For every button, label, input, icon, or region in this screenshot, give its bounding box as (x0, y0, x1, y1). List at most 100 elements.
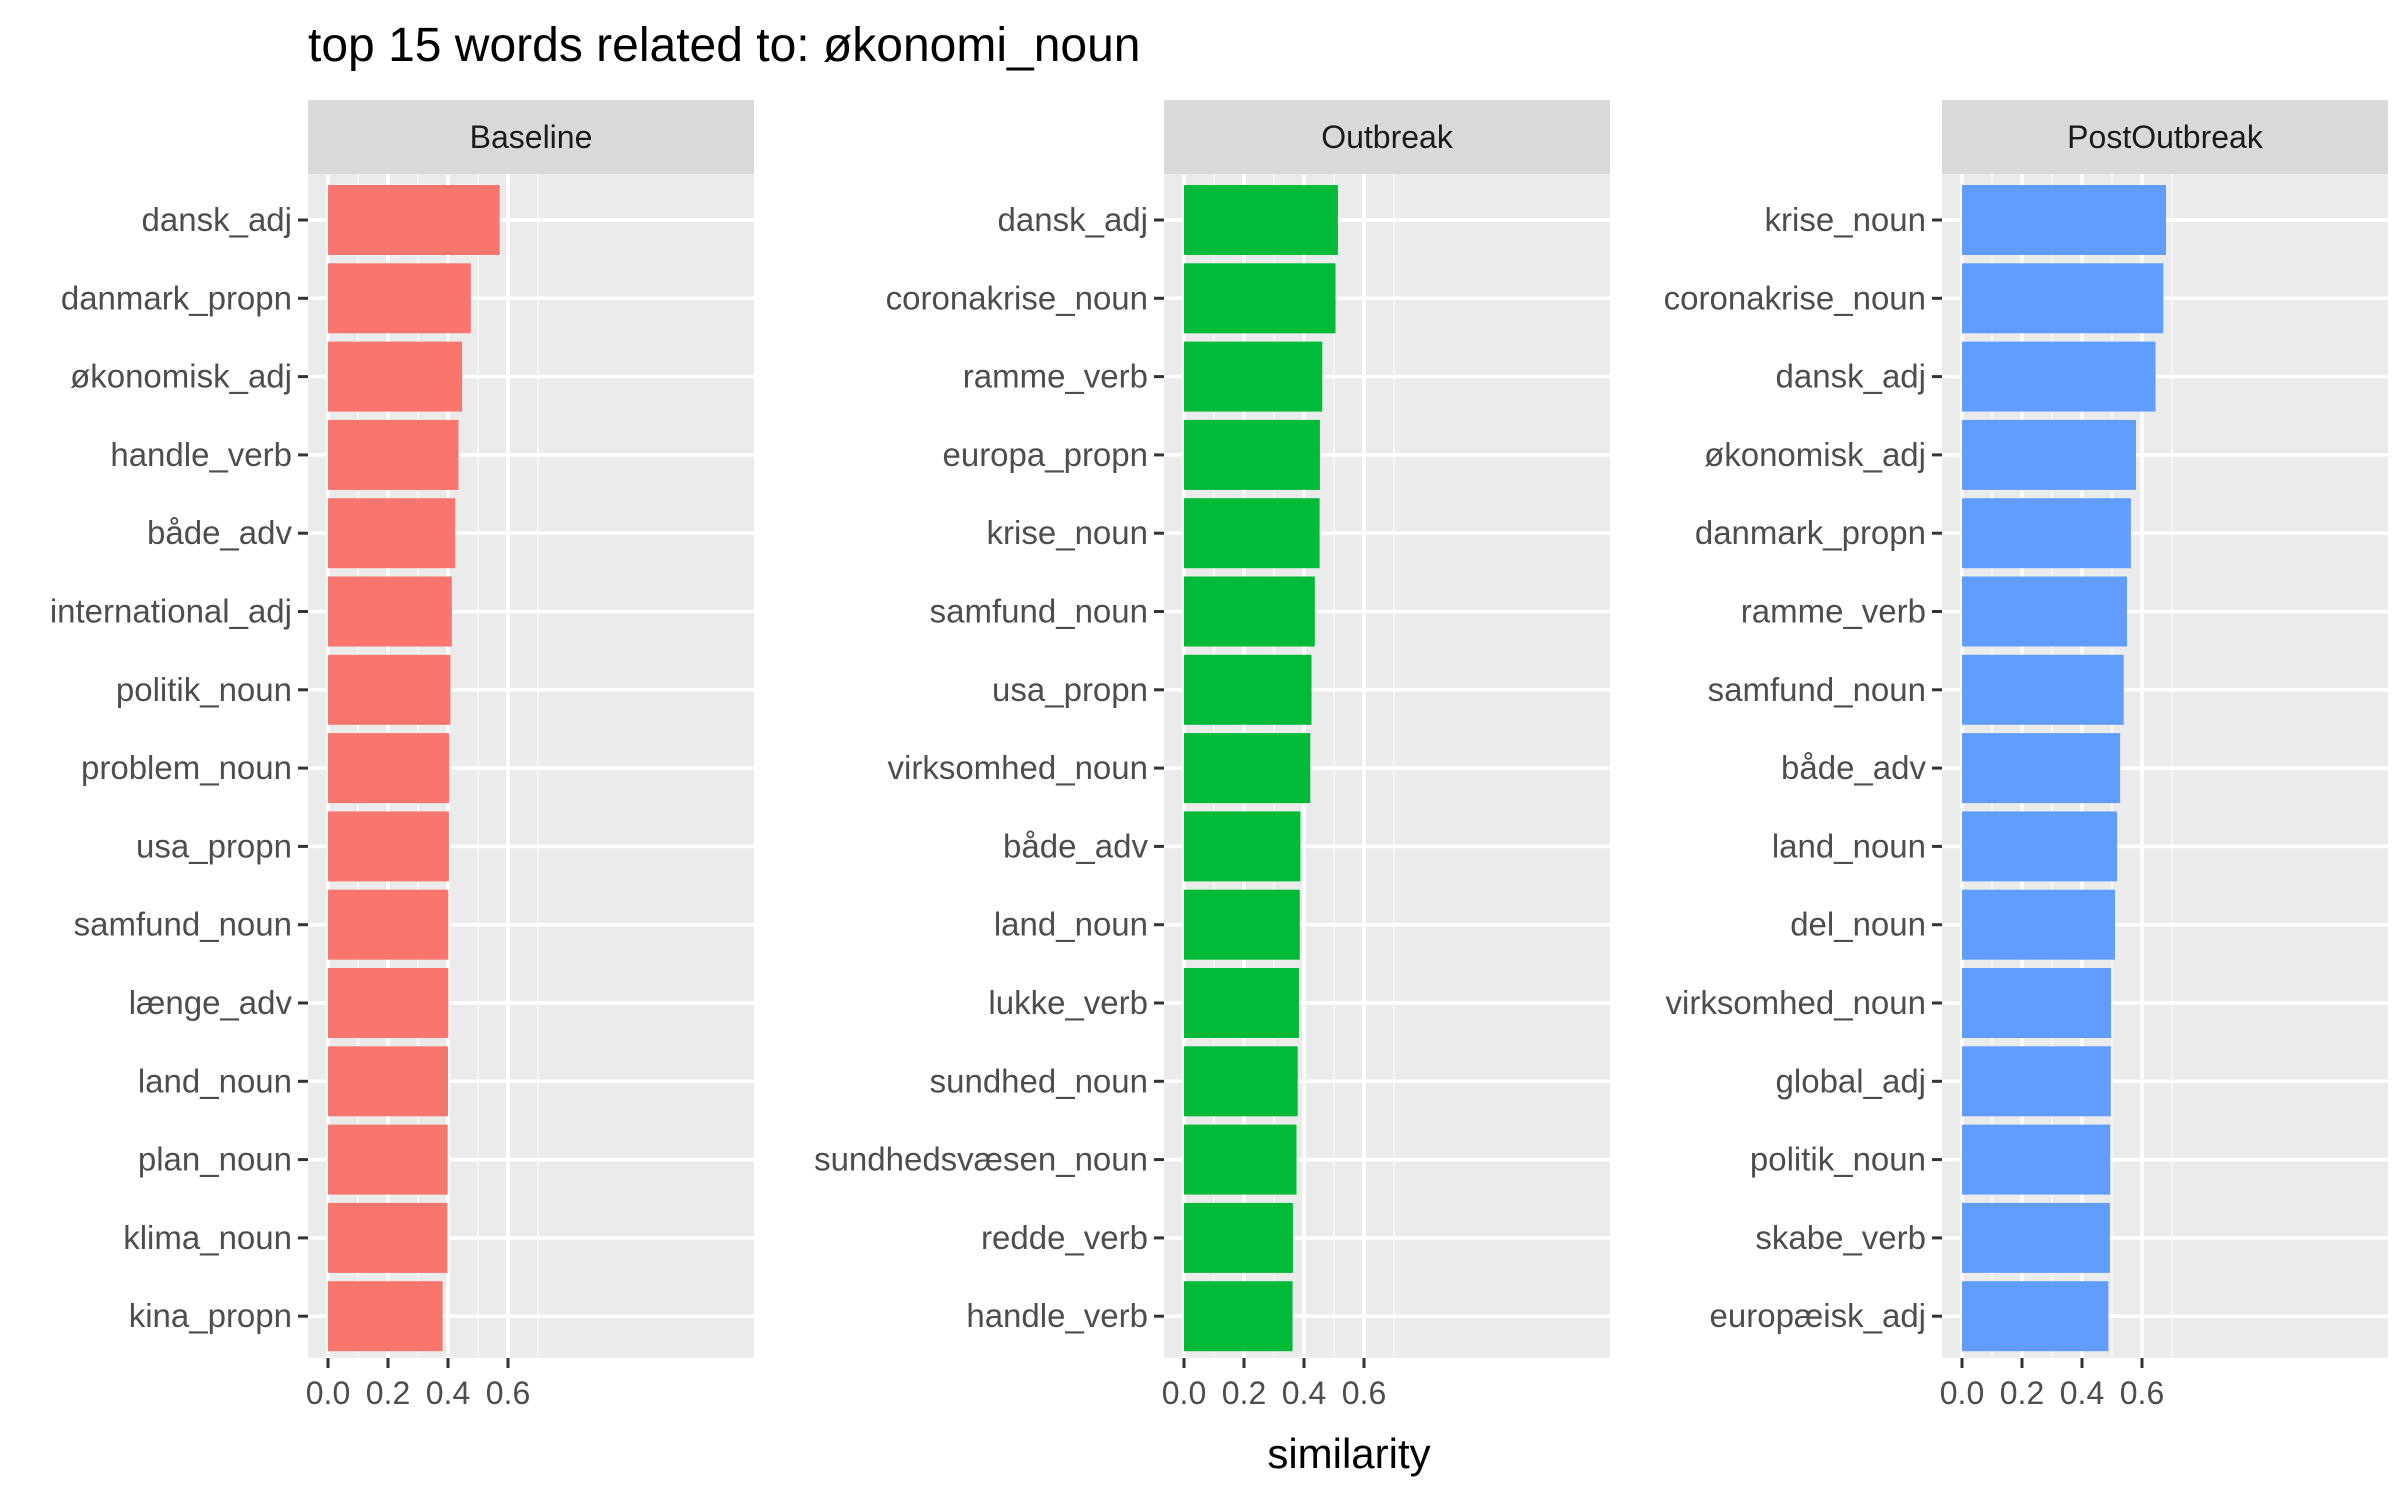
y-tick-label: ramme_verb (1741, 593, 1926, 630)
y-tick-label: virksomhed_noun (888, 749, 1149, 786)
y-tick-label: kina_propn (129, 1297, 292, 1334)
bar-outbreak (1184, 419, 1320, 490)
y-tick-label: handle_verb (110, 436, 292, 473)
bar-baseline (328, 1124, 448, 1195)
bar-postoutbreak (1962, 1281, 2109, 1352)
y-tick-label: coronakrise_noun (886, 279, 1148, 316)
y-tick-label: både_adv (1781, 749, 1926, 786)
y-tick-label: redde_verb (981, 1219, 1148, 1256)
bar-outbreak (1184, 185, 1338, 255)
bar-baseline (328, 1281, 443, 1352)
bar-baseline (328, 576, 452, 647)
y-tick-label: krise_noun (1765, 201, 1926, 238)
x-tick-label: 0.0 (1940, 1375, 1984, 1411)
bar-outbreak (1184, 968, 1299, 1038)
strip-label-postoutbreak: PostOutbreak (2067, 119, 2264, 155)
chart-title: top 15 words related to: økonomi_noun (308, 19, 1141, 72)
bar-outbreak (1184, 576, 1315, 647)
y-tick-label: politik_noun (116, 671, 292, 708)
bar-postoutbreak (1962, 811, 2118, 882)
y-tick-label: dansk_adj (998, 201, 1148, 238)
y-tick-label: samfund_noun (1708, 671, 1926, 708)
y-tick-label: global_adj (1776, 1062, 1926, 1099)
x-tick-label: 0.6 (2120, 1375, 2164, 1411)
y-tick-label: længe_adv (129, 984, 293, 1021)
bar-outbreak (1184, 263, 1336, 334)
y-tick-label: virksomhed_noun (1666, 984, 1927, 1021)
x-tick-label: 0.2 (366, 1375, 410, 1411)
y-tick-label: sundhedsvæsen_noun (814, 1141, 1148, 1178)
strip-label-baseline: Baseline (470, 119, 593, 155)
bar-outbreak (1184, 498, 1320, 569)
bar-baseline (328, 968, 449, 1038)
y-tick-label: krise_noun (987, 514, 1148, 551)
y-tick-label: europa_propn (942, 436, 1148, 473)
bar-baseline (328, 185, 500, 255)
bar-postoutbreak (1962, 654, 2124, 725)
bar-postoutbreak (1962, 889, 2115, 960)
y-tick-label: økonomisk_adj (70, 358, 292, 395)
y-tick-label: både_adv (1003, 827, 1148, 864)
bar-outbreak (1184, 654, 1312, 725)
y-tick-label: handle_verb (966, 1297, 1148, 1334)
x-tick-label: 0.2 (2000, 1375, 2044, 1411)
y-tick-label: lukke_verb (988, 984, 1148, 1021)
bar-baseline (328, 733, 450, 804)
bar-postoutbreak (1962, 576, 2127, 647)
y-tick-label: usa_propn (992, 671, 1148, 708)
y-tick-label: land_noun (138, 1062, 292, 1099)
bar-outbreak (1184, 733, 1311, 804)
y-tick-label: skabe_verb (1755, 1219, 1926, 1256)
bar-outbreak (1184, 811, 1301, 882)
y-tick-label: land_noun (1772, 827, 1926, 864)
y-tick-label: både_adv (147, 514, 292, 551)
bar-outbreak (1184, 341, 1323, 412)
strip-postoutbreak (1942, 100, 2388, 174)
bar-outbreak (1184, 889, 1300, 960)
y-tick-label: danmark_propn (61, 279, 292, 316)
y-tick-label: dansk_adj (142, 201, 292, 238)
y-tick-label: international_adj (50, 593, 292, 630)
bar-baseline (328, 419, 459, 490)
x-tick-label: 0.6 (1342, 1375, 1386, 1411)
y-tick-label: del_noun (1790, 906, 1926, 943)
bar-postoutbreak (1962, 185, 2166, 255)
y-tick-label: sundhed_noun (930, 1062, 1148, 1099)
y-tick-label: økonomisk_adj (1704, 436, 1926, 473)
bar-postoutbreak (1962, 419, 2136, 490)
bar-baseline (328, 341, 463, 412)
y-tick-label: europæisk_adj (1710, 1297, 1926, 1334)
y-tick-label: dansk_adj (1776, 358, 1926, 395)
bar-outbreak (1184, 1046, 1298, 1117)
y-tick-label: plan_noun (138, 1141, 292, 1178)
x-tick-label: 0.2 (1222, 1375, 1266, 1411)
bar-postoutbreak (1962, 263, 2164, 334)
y-tick-label: samfund_noun (74, 906, 292, 943)
y-tick-label: ramme_verb (963, 358, 1148, 395)
y-tick-label: klima_noun (123, 1219, 292, 1256)
bar-baseline (328, 889, 449, 960)
bar-postoutbreak (1962, 1124, 2111, 1195)
y-tick-label: samfund_noun (930, 593, 1148, 630)
bar-outbreak (1184, 1202, 1293, 1273)
bar-baseline (328, 1046, 448, 1117)
bar-postoutbreak (1962, 498, 2131, 569)
y-tick-label: problem_noun (81, 749, 292, 786)
bar-postoutbreak (1962, 1202, 2110, 1273)
bar-postoutbreak (1962, 341, 2156, 412)
x-tick-label: 0.4 (1282, 1375, 1326, 1411)
y-tick-label: usa_propn (136, 827, 292, 864)
x-tick-label: 0.4 (2060, 1375, 2104, 1411)
x-tick-label: 0.4 (426, 1375, 470, 1411)
x-tick-label: 0.0 (1162, 1375, 1206, 1411)
strip-baseline (308, 100, 754, 174)
bar-baseline (328, 811, 449, 882)
x-axis-label: similarity (1267, 1430, 1430, 1477)
bar-postoutbreak (1962, 1046, 2111, 1117)
y-tick-label: politik_noun (1750, 1141, 1926, 1178)
bar-outbreak (1184, 1124, 1297, 1195)
bar-baseline (328, 1202, 448, 1273)
bar-baseline (328, 498, 456, 569)
